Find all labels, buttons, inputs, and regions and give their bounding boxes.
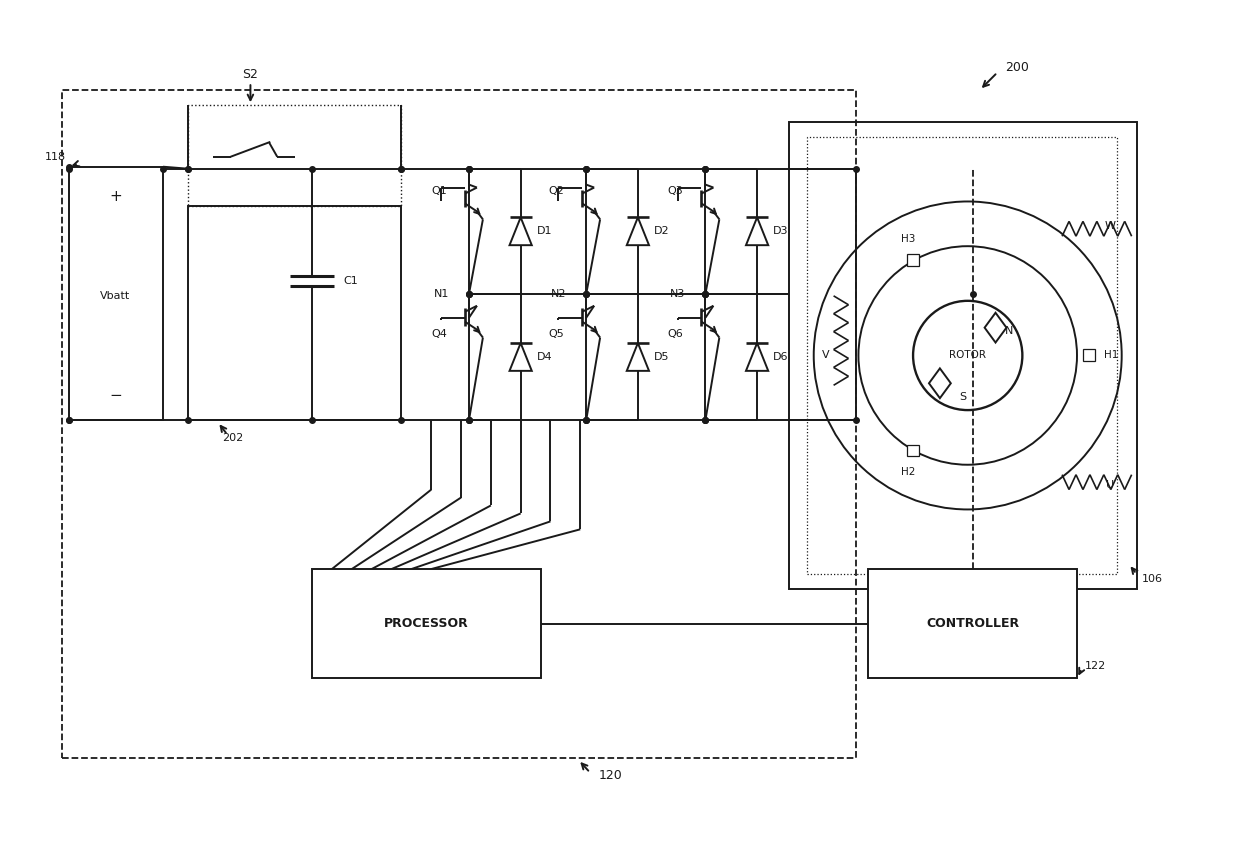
Bar [908,444,919,456]
Text: N2: N2 [551,288,567,299]
Bar [62,90,857,758]
Bar [68,167,162,420]
Bar [187,207,402,420]
Text: N: N [1006,326,1013,335]
Text: D2: D2 [653,226,670,237]
Bar [807,137,1117,574]
Text: 202: 202 [222,433,243,443]
Text: ROTOR: ROTOR [949,351,986,361]
Text: Q2: Q2 [548,186,564,196]
Text: Q3: Q3 [667,186,683,196]
Text: 106: 106 [1142,574,1163,584]
Text: H1: H1 [1104,351,1118,361]
Text: H3: H3 [901,233,915,243]
Text: Q1: Q1 [432,186,446,196]
Text: 122: 122 [1085,661,1106,671]
Text: D4: D4 [537,352,552,362]
Text: D5: D5 [653,352,670,362]
Text: C1: C1 [343,277,358,287]
Text: S: S [960,392,966,403]
Text: W: W [1105,221,1115,231]
Text: D1: D1 [537,226,552,237]
Text: H2: H2 [901,467,915,477]
Bar [187,106,402,207]
Bar [789,122,1137,589]
Text: Q5: Q5 [548,328,564,339]
Bar [868,569,1078,678]
Bar [1083,350,1095,362]
Text: S2: S2 [243,68,258,81]
Text: Vbatt: Vbatt [100,291,130,301]
Text: 118: 118 [45,151,66,162]
Text: V: V [822,351,830,361]
Text: D3: D3 [773,226,789,237]
Text: D6: D6 [773,352,789,362]
Text: PROCESSOR: PROCESSOR [384,617,469,631]
Text: U: U [1106,480,1114,489]
Text: N3: N3 [670,288,686,299]
Text: N1: N1 [434,288,449,299]
Text: 120: 120 [598,769,622,782]
Text: +: + [109,189,122,204]
Text: Q4: Q4 [432,328,448,339]
Text: −: − [109,388,122,403]
Text: CONTROLLER: CONTROLLER [926,617,1019,631]
Bar [312,569,541,678]
Text: 200: 200 [1006,61,1029,74]
Text: Q6: Q6 [667,328,683,339]
Bar [908,254,919,266]
